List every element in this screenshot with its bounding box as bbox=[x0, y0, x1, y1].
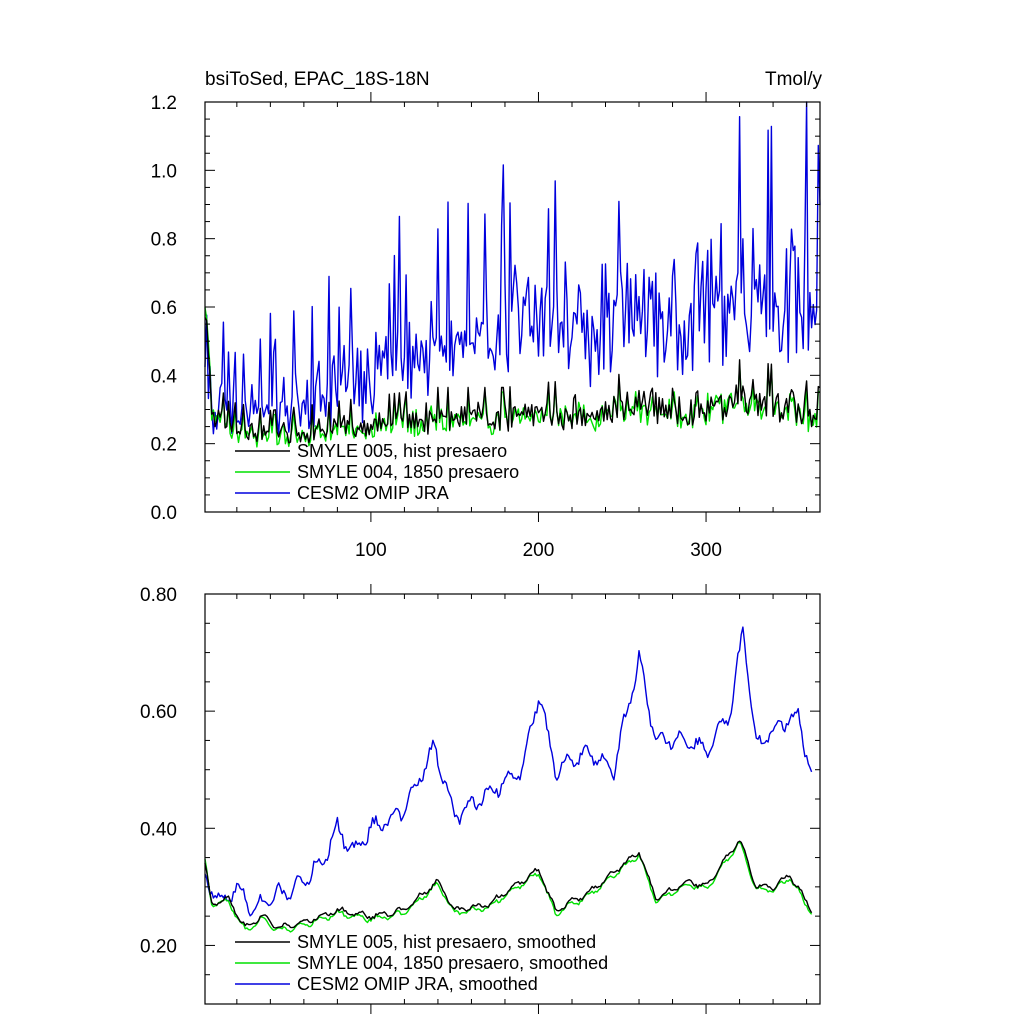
x-tick-label: 100 bbox=[355, 540, 387, 561]
y-tick-label: 0.60 bbox=[140, 702, 177, 723]
y-tick-label: 0.20 bbox=[140, 936, 177, 957]
y-tick-label: 0.8 bbox=[151, 230, 177, 251]
top-series-group bbox=[204, 101, 821, 448]
legend-label-1: SMYLE 005, hist presaero, smoothed bbox=[297, 932, 596, 952]
bottom-panel: SMYLE 005, hist presaero, smoothedSMYLE … bbox=[140, 584, 821, 1014]
legend-label-2: SMYLE 004, 1850 presaero bbox=[297, 462, 519, 482]
y-tick-label: 0.2 bbox=[151, 435, 177, 456]
legend-label-2: SMYLE 004, 1850 presaero, smoothed bbox=[297, 953, 608, 973]
series-line-3 bbox=[204, 101, 821, 435]
y-tick-label: 0.40 bbox=[140, 819, 177, 840]
legend-label-3: CESM2 OMIP JRA bbox=[297, 483, 449, 503]
y-tick-label: 0.80 bbox=[140, 585, 177, 606]
y-tick-label: 0.4 bbox=[151, 366, 178, 387]
legend-label-1: SMYLE 005, hist presaero bbox=[297, 441, 507, 461]
bottom-axes: 0.20 0.40 0.60 0.80 bbox=[140, 584, 821, 1014]
legend-label-3: CESM2 OMIP JRA, smoothed bbox=[297, 974, 538, 994]
series-line-1 bbox=[204, 317, 821, 444]
y-tick-label: 1.2 bbox=[151, 93, 177, 114]
top-axes: 0.0 0.2 0.4 0.6 0.8 1.0 1.2 100 200 300 bbox=[151, 92, 821, 561]
y-tick-label: 1.0 bbox=[151, 161, 177, 182]
y-tick-label: 0.6 bbox=[151, 298, 177, 319]
chart-units-label: Tmol/y bbox=[765, 69, 823, 90]
chart-title-left: bsiToSed, EPAC_18S-18N bbox=[205, 69, 430, 90]
series-line-1 bbox=[204, 840, 813, 929]
x-tick-label: 200 bbox=[523, 540, 555, 561]
bottom-series-group bbox=[204, 626, 813, 933]
series-line-3 bbox=[204, 626, 813, 917]
series-line-2 bbox=[204, 841, 813, 933]
series-line-2 bbox=[204, 307, 821, 448]
bottom-legend: SMYLE 005, hist presaero, smoothedSMYLE … bbox=[235, 932, 608, 994]
top-panel: bsiToSed, EPAC_18S-18N Tmol/y SMYLE 005,… bbox=[151, 69, 823, 561]
x-tick-label: 300 bbox=[690, 540, 722, 561]
y-tick-label: 0.0 bbox=[151, 503, 177, 524]
